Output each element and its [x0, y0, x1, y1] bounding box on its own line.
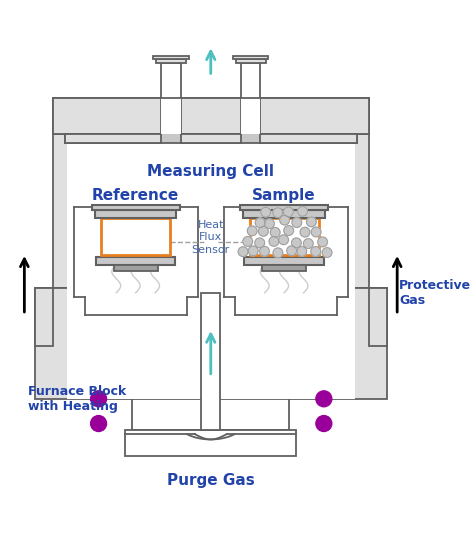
Polygon shape — [262, 264, 306, 270]
Polygon shape — [65, 129, 356, 142]
Circle shape — [258, 226, 268, 236]
Circle shape — [273, 208, 283, 217]
Circle shape — [318, 237, 328, 247]
Polygon shape — [260, 134, 356, 142]
Polygon shape — [74, 187, 198, 297]
Text: Measuring Cell: Measuring Cell — [147, 164, 274, 179]
Polygon shape — [241, 63, 260, 98]
Text: Reference: Reference — [92, 188, 179, 203]
Circle shape — [280, 215, 290, 225]
Polygon shape — [250, 217, 319, 255]
Text: Heat
Flux
Sensor: Heat Flux Sensor — [191, 220, 230, 254]
Circle shape — [283, 207, 293, 217]
Polygon shape — [85, 187, 187, 290]
Text: Furnace Block
with Heating: Furnace Block with Heating — [28, 385, 126, 413]
Polygon shape — [181, 98, 241, 134]
Circle shape — [292, 238, 301, 248]
Text: Sample: Sample — [252, 188, 316, 203]
Polygon shape — [244, 210, 325, 217]
Polygon shape — [161, 63, 181, 98]
Polygon shape — [244, 257, 324, 264]
Circle shape — [238, 247, 248, 257]
Polygon shape — [1, 32, 420, 520]
Circle shape — [269, 237, 279, 246]
Polygon shape — [156, 59, 186, 63]
Polygon shape — [369, 288, 387, 346]
Text: Purge Gas: Purge Gas — [167, 474, 255, 489]
Polygon shape — [95, 210, 176, 217]
Polygon shape — [161, 94, 181, 134]
Circle shape — [284, 226, 293, 235]
Polygon shape — [125, 429, 296, 456]
Circle shape — [307, 217, 316, 227]
Circle shape — [255, 218, 265, 227]
Text: Protective
Gas: Protective Gas — [399, 279, 471, 307]
Polygon shape — [53, 98, 369, 134]
Polygon shape — [65, 134, 161, 142]
Polygon shape — [114, 264, 158, 270]
Circle shape — [270, 227, 280, 237]
Polygon shape — [235, 187, 337, 290]
Circle shape — [264, 219, 274, 229]
Polygon shape — [132, 399, 290, 429]
Circle shape — [303, 238, 313, 248]
Circle shape — [292, 217, 301, 227]
Polygon shape — [154, 56, 189, 59]
Circle shape — [91, 416, 107, 432]
Circle shape — [300, 227, 310, 237]
Circle shape — [311, 247, 320, 256]
Circle shape — [255, 238, 264, 248]
Circle shape — [287, 246, 297, 256]
Circle shape — [316, 416, 332, 432]
Polygon shape — [53, 98, 161, 134]
Circle shape — [91, 391, 107, 407]
Polygon shape — [240, 205, 328, 210]
Circle shape — [248, 246, 258, 256]
Polygon shape — [101, 217, 170, 255]
Polygon shape — [67, 142, 355, 399]
Polygon shape — [233, 56, 268, 59]
Circle shape — [273, 248, 283, 258]
Polygon shape — [236, 59, 265, 63]
Circle shape — [261, 208, 271, 217]
Circle shape — [298, 206, 307, 216]
Polygon shape — [35, 288, 387, 399]
Polygon shape — [260, 98, 369, 134]
Polygon shape — [85, 187, 187, 297]
Polygon shape — [201, 293, 220, 429]
Polygon shape — [241, 94, 260, 134]
Polygon shape — [187, 187, 235, 297]
Polygon shape — [53, 134, 369, 288]
Polygon shape — [35, 288, 53, 346]
Circle shape — [243, 237, 253, 246]
Polygon shape — [96, 257, 175, 264]
Circle shape — [297, 247, 307, 256]
Circle shape — [260, 246, 269, 256]
Polygon shape — [224, 187, 348, 297]
Circle shape — [279, 235, 289, 245]
Polygon shape — [235, 187, 337, 297]
Circle shape — [322, 248, 332, 257]
Circle shape — [316, 391, 332, 407]
Circle shape — [311, 227, 321, 237]
Polygon shape — [181, 134, 241, 142]
Circle shape — [247, 226, 257, 236]
Polygon shape — [91, 205, 180, 210]
